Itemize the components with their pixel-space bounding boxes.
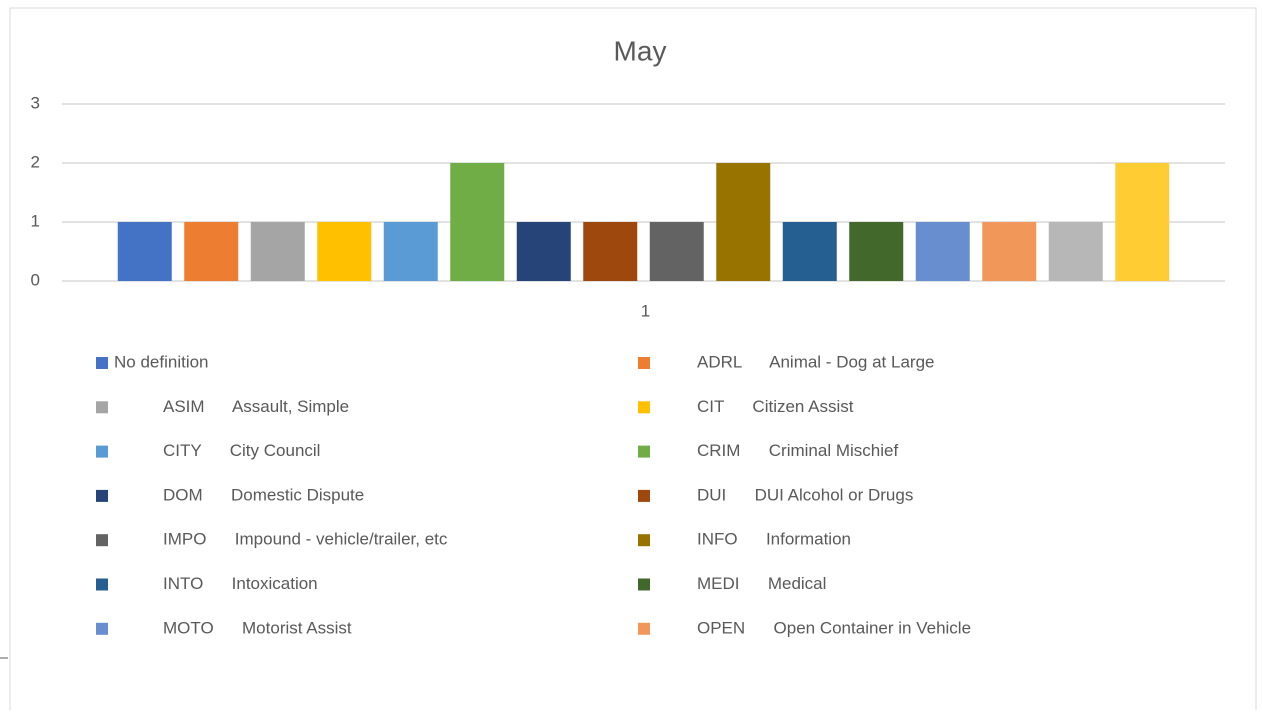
legend-label: DOM Domestic Dispute (163, 485, 364, 504)
legend-label: CRIM Criminal Mischief (697, 441, 898, 460)
bar (649, 222, 704, 281)
bar (450, 163, 505, 281)
bar (250, 222, 305, 281)
bar (1115, 163, 1170, 281)
y-tick-label: 3 (31, 93, 40, 112)
legend-label: No definition (114, 352, 209, 371)
bar (117, 222, 172, 281)
legend-label: IMPO Impound - vehicle/trailer, etc (163, 530, 448, 549)
legend-swatch (96, 357, 108, 369)
legend-swatch (638, 489, 650, 502)
bar (383, 222, 438, 281)
bar (317, 222, 372, 281)
bar (849, 222, 904, 281)
legend-swatch (638, 445, 650, 458)
legend-label: INFO Information (697, 530, 851, 549)
chart-title: May (614, 35, 667, 66)
legend-swatch (96, 578, 108, 591)
bar (184, 222, 239, 281)
legend-swatch (96, 489, 108, 502)
legend-label: INTO Intoxication (163, 574, 318, 593)
legend-label: ASIM Assault, Simple (163, 397, 349, 416)
bar (915, 222, 970, 281)
bar (782, 222, 837, 281)
legend-swatch (96, 622, 108, 635)
legend-label: CIT Citizen Assist (697, 397, 854, 416)
y-tick-label: 0 (31, 270, 40, 289)
legend-swatch (96, 401, 108, 414)
chart-border (9, 7, 1257, 715)
legend-swatch (638, 357, 650, 369)
legend-swatch (96, 534, 108, 547)
legend-label: DUI DUI Alcohol or Drugs (697, 485, 913, 504)
legend-label: CITY City Council (163, 441, 320, 460)
bar (516, 222, 571, 281)
legend-swatch (96, 445, 108, 458)
bar (1048, 222, 1103, 281)
legend-swatch (638, 578, 650, 591)
y-tick-label: 2 (31, 152, 40, 171)
x-tick-label: 1 (641, 301, 650, 320)
legend-swatch (638, 534, 650, 547)
legend-label: MOTO Motorist Assist (163, 618, 352, 637)
bar (716, 163, 771, 281)
legend-swatch (638, 622, 650, 635)
bar (982, 222, 1037, 281)
legend-swatch (638, 401, 650, 414)
bar (583, 222, 638, 281)
y-tick-label: 1 (31, 211, 40, 230)
legend-label: ADRL Animal - Dog at Large (697, 352, 934, 371)
legend-label: MEDI Medical (697, 574, 826, 593)
legend-label: OPEN Open Container in Vehicle (697, 618, 971, 637)
